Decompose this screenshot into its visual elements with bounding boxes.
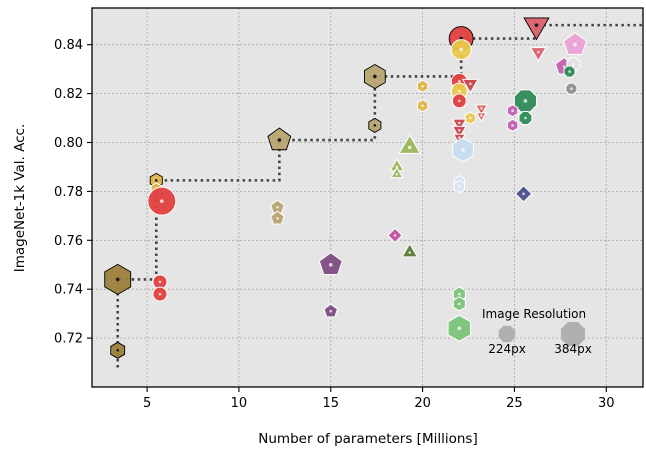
data-point-center	[395, 172, 399, 176]
data-point-center	[159, 199, 164, 203]
data-point-center	[373, 74, 377, 79]
legend-label: 224px	[488, 342, 526, 356]
data-point-center	[458, 302, 461, 306]
data-point-center	[421, 104, 424, 108]
data-point-center	[276, 216, 279, 220]
data-point	[451, 125, 467, 139]
data-points	[104, 17, 588, 359]
data-point	[390, 166, 404, 179]
data-point-center	[115, 277, 120, 282]
legend-marker	[498, 325, 516, 343]
legend-marker	[560, 321, 586, 347]
x-tick-label: 30	[598, 396, 615, 411]
data-point-center	[329, 309, 333, 313]
x-tick-label: 10	[231, 396, 248, 411]
data-point-center	[524, 116, 527, 120]
grid	[92, 8, 643, 387]
data-point	[398, 134, 422, 154]
data-point-center	[458, 80, 461, 83]
data-point-center	[458, 89, 461, 93]
x-tick-label: 5	[143, 396, 151, 411]
data-point-center	[562, 65, 566, 68]
x-tick-label: 25	[506, 396, 523, 411]
data-point	[475, 112, 487, 123]
data-point-center	[277, 138, 282, 142]
data-point-center	[458, 128, 461, 132]
data-point-center	[458, 121, 461, 125]
legend-title: Image Resolution	[482, 307, 586, 321]
data-point-center	[573, 42, 577, 47]
y-tick-label: 0.80	[54, 136, 83, 151]
x-axis-label: Number of parameters [Millions]	[258, 431, 477, 447]
data-point-center	[571, 62, 575, 66]
plot-frame	[91, 7, 644, 388]
data-point-center	[458, 99, 461, 103]
data-point-center	[537, 50, 540, 54]
data-point-center	[480, 106, 483, 110]
data-point	[451, 118, 467, 132]
data-point-center	[511, 124, 514, 127]
data-point-center	[407, 145, 412, 150]
data-point-center	[373, 124, 377, 127]
data-point-center	[158, 280, 162, 284]
y-tick-label: 0.84	[54, 38, 83, 53]
data-point-center	[568, 70, 571, 73]
data-point-center	[276, 205, 279, 209]
data-point	[461, 78, 479, 94]
data-point-center	[328, 262, 333, 267]
data-point-center	[458, 136, 461, 139]
y-tick-label: 0.76	[54, 234, 83, 249]
y-tick-label: 0.82	[54, 87, 83, 102]
y-axis: 0.72 0.74 0.76 0.78 0.80 0.82 0.84	[54, 38, 92, 347]
data-point-center	[461, 148, 465, 152]
y-tick-label: 0.72	[54, 332, 83, 347]
data-point-center	[457, 326, 462, 331]
data-point-center	[522, 192, 525, 196]
data-point-center	[469, 116, 472, 120]
data-point-center	[421, 84, 424, 88]
data-point-center	[480, 114, 483, 117]
y-tick-label: 0.78	[54, 185, 83, 200]
data-point-center	[511, 109, 514, 112]
legend-label: 384px	[554, 342, 592, 356]
data-point-center	[458, 292, 461, 296]
data-point	[474, 104, 488, 116]
data-point	[523, 17, 550, 41]
data-point-center	[534, 23, 539, 27]
data-point-center	[458, 185, 461, 188]
data-point-center	[393, 234, 397, 237]
data-point-center	[158, 292, 162, 296]
data-point	[401, 242, 419, 258]
data-point-center	[469, 82, 472, 86]
data-point-center	[570, 87, 573, 90]
legend: Image Resolution 224px 384px	[482, 307, 592, 356]
data-point-center	[408, 251, 412, 254]
x-tick-label: 15	[322, 396, 339, 411]
data-point-center	[154, 179, 158, 182]
y-tick-label: 0.74	[54, 283, 83, 298]
data-point-center	[523, 99, 528, 103]
data-point	[529, 47, 547, 62]
data-point-center	[116, 349, 120, 352]
data-point-center	[459, 47, 463, 52]
x-axis: 5 10 15 20 25 30	[143, 387, 615, 411]
y-axis-label: ImageNet-1k Val. Acc.	[12, 124, 28, 272]
x-tick-label: 20	[414, 396, 431, 411]
